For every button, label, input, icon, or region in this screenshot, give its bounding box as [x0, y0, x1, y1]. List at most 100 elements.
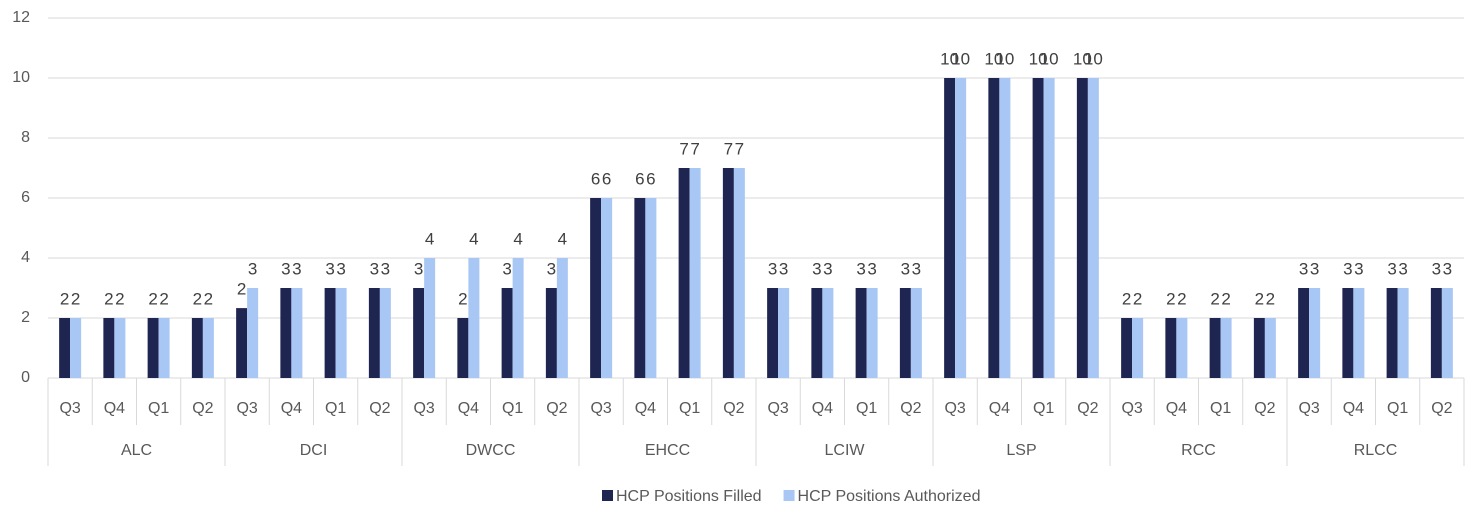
- bar: [1253, 318, 1265, 378]
- x-tick-label: Q4: [635, 400, 656, 417]
- bar: [1076, 78, 1088, 378]
- bar: [1441, 288, 1453, 378]
- data-label: 7: [735, 139, 744, 158]
- data-label: 3: [381, 259, 390, 278]
- group-label: LSP: [1006, 442, 1036, 459]
- x-tick-label: Q3: [1298, 400, 1319, 417]
- bar: [1209, 318, 1221, 378]
- data-label: 3: [912, 259, 921, 278]
- bar: [899, 288, 911, 378]
- data-label: 2: [1210, 289, 1219, 308]
- data-label: 3: [1432, 259, 1441, 278]
- data-label: 7: [690, 139, 699, 158]
- bar: [335, 288, 347, 378]
- data-label: 2: [1133, 289, 1142, 308]
- bar: [955, 78, 967, 378]
- x-tick-label: Q1: [148, 400, 169, 417]
- data-label: 3: [1443, 259, 1452, 278]
- bar: [1220, 318, 1232, 378]
- data-label: 2: [1166, 289, 1175, 308]
- data-label: 3: [1299, 259, 1308, 278]
- x-tick-label: Q2: [900, 400, 921, 417]
- data-label: 7: [724, 139, 733, 158]
- bar: [855, 288, 867, 378]
- data-label: 6: [591, 169, 600, 188]
- bar: [767, 288, 779, 378]
- data-label: 10: [1029, 49, 1048, 68]
- bar: [457, 318, 469, 378]
- group-label: RCC: [1181, 442, 1216, 459]
- data-label: 10: [984, 49, 1003, 68]
- bar: [811, 288, 823, 378]
- bar: [1353, 288, 1365, 378]
- bar: [722, 168, 734, 378]
- x-tick-label: Q1: [856, 400, 877, 417]
- data-label: 3: [1387, 259, 1396, 278]
- bar: [280, 288, 292, 378]
- bar: [545, 288, 557, 378]
- legend-label: HCP Positions Authorized: [798, 488, 981, 505]
- x-tick-label: Q2: [1077, 400, 1098, 417]
- x-tick-label: Q3: [590, 400, 611, 417]
- data-label: 3: [812, 259, 821, 278]
- bar: [822, 288, 834, 378]
- group-label: ALC: [121, 442, 152, 459]
- group-label: RLCC: [1354, 442, 1398, 459]
- data-label: 3: [292, 259, 301, 278]
- bar: [236, 308, 248, 378]
- x-tick-label: Q3: [236, 400, 257, 417]
- data-label: 4: [513, 229, 522, 248]
- bar: [778, 288, 790, 378]
- x-tick-label: Q2: [723, 400, 744, 417]
- data-label: 3: [867, 259, 876, 278]
- x-tick-label: Q1: [1033, 400, 1054, 417]
- bar: [1032, 78, 1044, 378]
- y-tick-label: 8: [21, 129, 30, 146]
- bar: [247, 288, 259, 378]
- x-tick-label: Q4: [989, 400, 1010, 417]
- data-label: 10: [995, 49, 1014, 68]
- x-tick-label: Q3: [413, 400, 434, 417]
- group-label: DCI: [300, 442, 328, 459]
- bar: [1309, 288, 1321, 378]
- bar: [468, 258, 480, 378]
- data-label: 3: [1343, 259, 1352, 278]
- data-label: 6: [646, 169, 655, 188]
- group-label: EHCC: [645, 442, 690, 459]
- bar: [1165, 318, 1177, 378]
- x-tick-label: Q1: [502, 400, 523, 417]
- bar: [1397, 288, 1409, 378]
- data-label: 10: [1040, 49, 1059, 68]
- bar: [944, 78, 956, 378]
- bar: [689, 168, 701, 378]
- y-tick-label: 12: [12, 9, 30, 26]
- data-label: 2: [60, 289, 69, 308]
- bar: [733, 168, 745, 378]
- y-tick-label: 10: [12, 69, 30, 86]
- group-label: LCIW: [825, 442, 866, 459]
- bar: [866, 288, 878, 378]
- bar: [678, 168, 690, 378]
- legend-swatch: [783, 490, 795, 501]
- data-label: 10: [940, 49, 959, 68]
- data-label: 2: [204, 289, 213, 308]
- x-tick-label: Q2: [1431, 400, 1452, 417]
- x-tick-label: Q2: [1254, 400, 1275, 417]
- bar: [645, 198, 657, 378]
- x-tick-label: Q2: [369, 400, 390, 417]
- bar: [1043, 78, 1055, 378]
- data-label: 3: [502, 259, 511, 278]
- data-label: 3: [1310, 259, 1319, 278]
- bar: [1342, 288, 1354, 378]
- bar: [202, 318, 214, 378]
- data-label: 2: [193, 289, 202, 308]
- data-label: 4: [469, 229, 478, 248]
- data-label: 3: [325, 259, 334, 278]
- x-tick-label: Q1: [325, 400, 346, 417]
- data-label: 3: [768, 259, 777, 278]
- y-tick-label: 4: [21, 249, 30, 266]
- data-label: 3: [370, 259, 379, 278]
- bar: [1132, 318, 1144, 378]
- data-label: 3: [779, 259, 788, 278]
- legend-label: HCP Positions Filled: [616, 488, 762, 505]
